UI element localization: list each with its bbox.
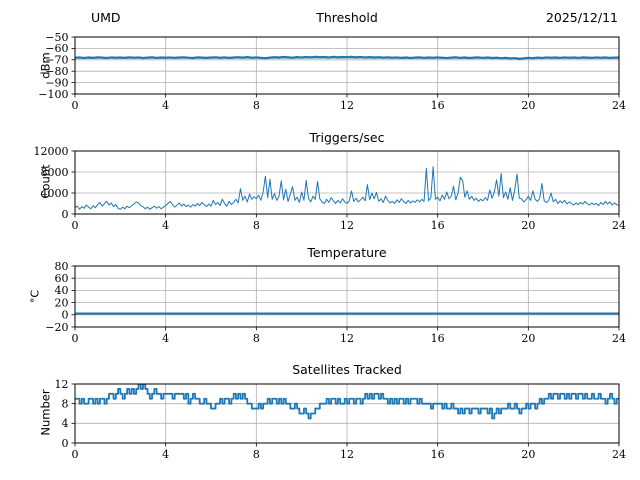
x-tick-label: 12 [340, 219, 354, 232]
x-tick-label: 20 [521, 99, 535, 112]
tick-marks [71, 150, 620, 218]
tick-marks [71, 383, 620, 447]
x-tick-label: 12 [340, 99, 354, 112]
x-tick-label: 24 [612, 99, 626, 112]
y-tick-label: 20 [55, 296, 69, 309]
x-tick-label: 16 [431, 448, 445, 461]
y-tick-label: −100 [38, 88, 68, 101]
tick-marks [71, 36, 620, 98]
y-tick-label: −60 [45, 42, 68, 55]
x-tick-label: 8 [253, 99, 260, 112]
plot-title-triggers: Triggers/sec [309, 130, 385, 145]
x-tick-label: 24 [612, 332, 626, 345]
x-tick-label: 20 [521, 448, 535, 461]
x-tick-label: 0 [72, 219, 79, 232]
y-tick-label: −20 [45, 321, 68, 334]
x-tick-label: 20 [521, 332, 535, 345]
x-tick-label: 12 [340, 448, 354, 461]
subplot-1: 0 4000 8000 12000 0 4 8 12 16 20 24 [34, 145, 627, 232]
tick-marks [71, 265, 620, 331]
date-title: 2025/12/11 [545, 10, 618, 25]
series-group [75, 384, 619, 420]
y-tick-label: 8000 [41, 166, 69, 179]
x-tick-label: 20 [521, 219, 535, 232]
y-tick-label: 60 [55, 272, 69, 285]
plot-title-threshold: Threshold [316, 10, 378, 25]
y-tick-label: −70 [45, 54, 68, 67]
x-tick-label: 0 [72, 448, 79, 461]
tick-labels: 0 4000 8000 12000 0 4 8 12 16 20 24 [34, 145, 627, 232]
x-tick-label: 16 [431, 99, 445, 112]
y-tick-label: −80 [45, 65, 68, 78]
x-tick-label: 8 [253, 219, 260, 232]
x-tick-label: 4 [162, 99, 169, 112]
x-tick-label: 4 [162, 448, 169, 461]
y-tick-label: 8 [62, 397, 69, 410]
x-tick-label: 16 [431, 332, 445, 345]
title-row-satellites: Satellites Tracked [75, 361, 619, 378]
y-tick-label: 0 [62, 437, 69, 450]
x-tick-label: 4 [162, 332, 169, 345]
x-tick-label: 8 [253, 332, 260, 345]
gridlines [74, 150, 620, 215]
y-tick-label: 40 [55, 284, 69, 297]
series-group [75, 166, 619, 210]
gridlines [74, 265, 620, 328]
x-tick-label: 24 [612, 219, 626, 232]
y-tick-label: −90 [45, 76, 68, 89]
series-satellites-tracked [75, 384, 619, 420]
title-row-triggers: Triggers/sec [75, 129, 619, 146]
title-row-temperature: Temperature [75, 244, 619, 261]
x-tick-label: 0 [72, 99, 79, 112]
y-tick-label: 0 [62, 309, 69, 322]
tick-labels: 12 8 4 00 4 8 12 16 20 24 [55, 378, 627, 461]
y-tick-label: 12000 [34, 145, 69, 158]
tick-labels: −50−60−70−80−90−100 0 4 8 12 16 20 24 [38, 31, 626, 112]
plot-title-satellites: Satellites Tracked [292, 362, 402, 377]
x-tick-label: 8 [253, 448, 260, 461]
station-title: UMD [91, 10, 121, 25]
x-tick-label: 24 [612, 448, 626, 461]
subplot-0: −50−60−70−80−90−100 0 4 8 12 16 20 24 [38, 31, 626, 112]
subplot-3: 12 8 4 00 4 8 12 16 20 24 [55, 378, 627, 461]
y-tick-label: −50 [45, 31, 68, 44]
y-tick-label: 12 [55, 378, 69, 391]
x-tick-label: 4 [162, 219, 169, 232]
y-tick-label: 4000 [41, 187, 69, 200]
y-tick-label: 80 [55, 260, 69, 273]
plot-title-temperature: Temperature [307, 245, 387, 260]
series-received-level-dbm [75, 55, 619, 60]
title-row-threshold: UMD Threshold 2025/12/11 [75, 9, 619, 26]
y-tick-label: 4 [62, 417, 69, 430]
x-tick-label: 12 [340, 332, 354, 345]
x-tick-label: 0 [72, 332, 79, 345]
gridlines [74, 36, 620, 95]
series-group [75, 55, 619, 60]
series-triggers-per-sec [75, 166, 619, 210]
y-tick-label: 0 [62, 208, 69, 221]
x-tick-label: 16 [431, 219, 445, 232]
